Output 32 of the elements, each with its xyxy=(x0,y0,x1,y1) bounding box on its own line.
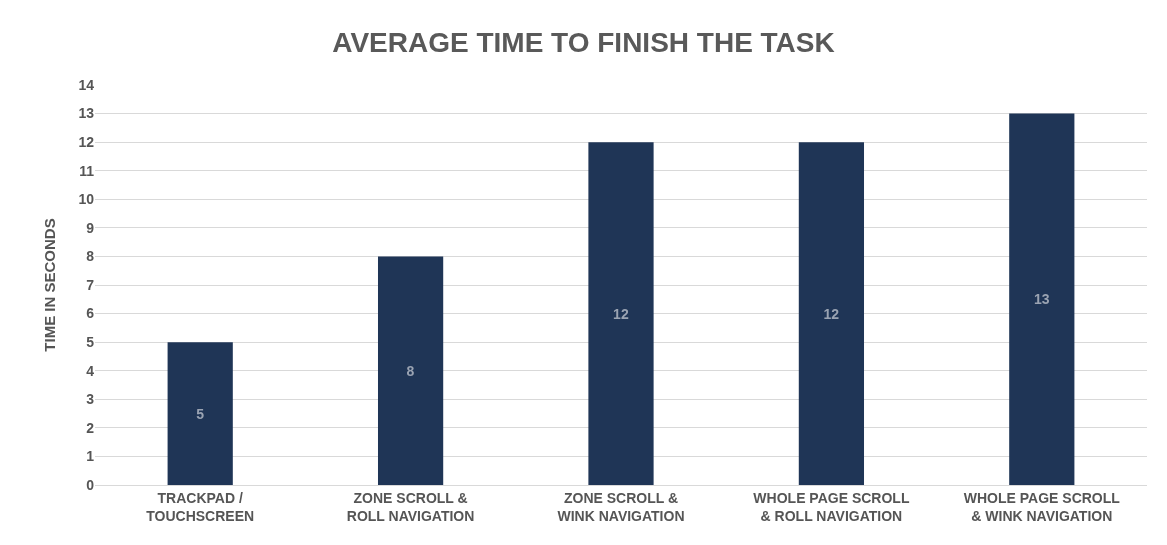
data-label: 12 xyxy=(823,305,840,322)
y-tick-label: 13 xyxy=(78,105,95,122)
y-tick-label: 9 xyxy=(86,219,95,236)
y-tick-label: 1 xyxy=(86,448,95,465)
bar xyxy=(588,142,654,485)
y-tick-label: 2 xyxy=(86,419,95,436)
chart-title: AVERAGE TIME TO FINISH THE TASK xyxy=(332,27,835,59)
data-label: 13 xyxy=(1033,291,1050,308)
y-tick-label: 5 xyxy=(86,334,95,351)
x-tick-label: WHOLE PAGE SCROLL & WINK NAVIGATION xyxy=(963,489,1121,524)
x-tick-label: ZONE SCROLL & ROLL NAVIGATION xyxy=(346,489,475,524)
y-tick-label: 10 xyxy=(78,191,95,208)
y-tick-label: 12 xyxy=(78,134,95,151)
bar xyxy=(167,342,233,485)
y-tick-label: 14 xyxy=(78,76,95,93)
bar xyxy=(798,142,865,485)
bar xyxy=(1009,113,1075,485)
y-tick-label: 4 xyxy=(86,362,95,379)
y-tick-label: 3 xyxy=(86,391,95,408)
y-tick-label: 8 xyxy=(86,248,95,265)
x-tick-label: WHOLE PAGE SCROLL & ROLL NAVIGATION xyxy=(753,489,910,524)
data-label: 8 xyxy=(406,362,415,379)
bar xyxy=(377,256,444,485)
y-tick-label: 0 xyxy=(86,476,95,493)
data-label: 12 xyxy=(613,305,629,322)
data-label: 5 xyxy=(196,405,205,422)
y-tick-label: 6 xyxy=(86,305,95,322)
x-tick-label: ZONE SCROLL & WINK NAVIGATION xyxy=(557,489,685,524)
y-tick-label: 11 xyxy=(79,162,95,179)
x-tick-label: TRACKPAD / TOUCHSCREEN xyxy=(146,489,255,524)
y-axis-title: TIME IN SECONDS xyxy=(41,218,58,352)
y-tick-label: 7 xyxy=(86,276,95,293)
